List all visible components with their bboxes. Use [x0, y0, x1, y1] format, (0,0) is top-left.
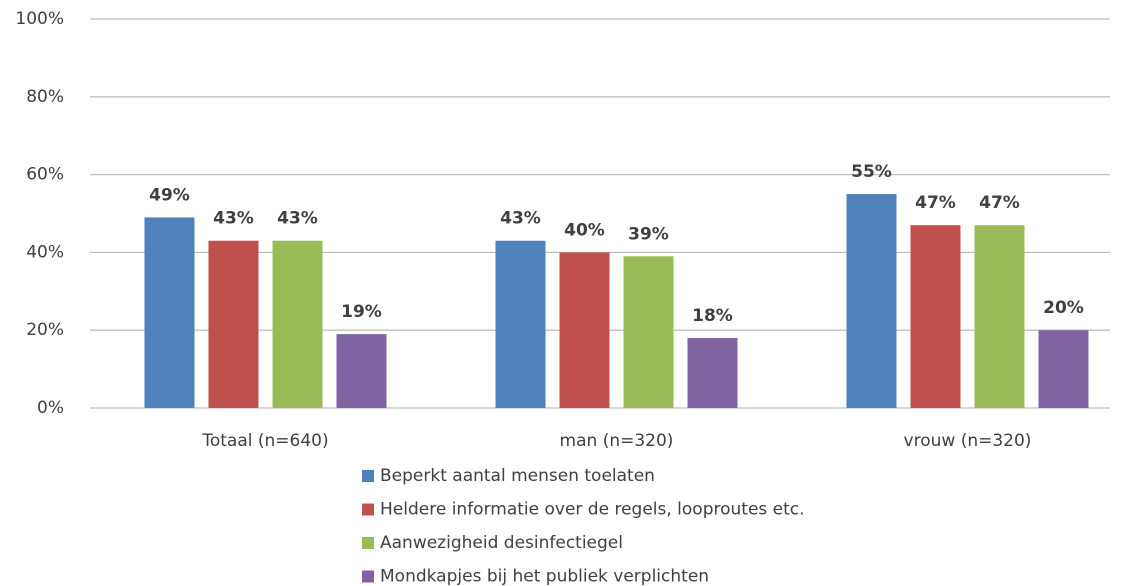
y-tick-label: 0% [37, 398, 64, 418]
value-label: 19% [341, 302, 382, 322]
bar [559, 252, 610, 408]
y-tick-label: 100% [15, 9, 64, 29]
value-label: 39% [628, 224, 669, 244]
bar [910, 225, 961, 408]
value-label: 49% [149, 185, 190, 205]
bar [495, 240, 546, 408]
bar [1038, 330, 1089, 408]
value-label: 47% [979, 193, 1020, 213]
bar [144, 217, 195, 408]
value-label: 18% [692, 306, 733, 326]
x-tick-label: man (n=320) [560, 431, 674, 451]
legend-swatch [362, 570, 374, 583]
legend-label: Mondkapjes bij het publiek verplichten [380, 567, 709, 586]
value-label: 43% [277, 209, 318, 229]
bar [687, 337, 738, 408]
x-tick-label: vrouw (n=320) [904, 431, 1032, 451]
value-label: 20% [1043, 298, 1084, 318]
value-label: 43% [213, 209, 254, 229]
value-label: 47% [915, 193, 956, 213]
value-label: 43% [500, 209, 541, 229]
legend-swatch [362, 537, 374, 549]
legend-label: Heldere informatie over de regels, loopr… [380, 500, 805, 520]
legend-swatch [362, 503, 374, 516]
value-label: 40% [564, 220, 605, 240]
legend-label: Beperkt aantal mensen toelaten [380, 466, 655, 486]
bar [974, 225, 1025, 408]
y-tick-label: 60% [26, 165, 64, 185]
bar [208, 240, 259, 408]
y-tick-label: 20% [26, 320, 64, 340]
x-tick-label: Totaal (n=640) [201, 431, 328, 451]
bar [846, 194, 897, 408]
y-tick-label: 40% [26, 242, 64, 262]
legend-swatch [362, 470, 374, 482]
y-tick-label: 80% [26, 87, 64, 107]
bar [336, 334, 387, 408]
value-label: 55% [851, 162, 892, 182]
legend-label: Aanwezigheid desinfectiegel [380, 533, 623, 553]
bar [272, 240, 323, 408]
bar [623, 256, 674, 408]
